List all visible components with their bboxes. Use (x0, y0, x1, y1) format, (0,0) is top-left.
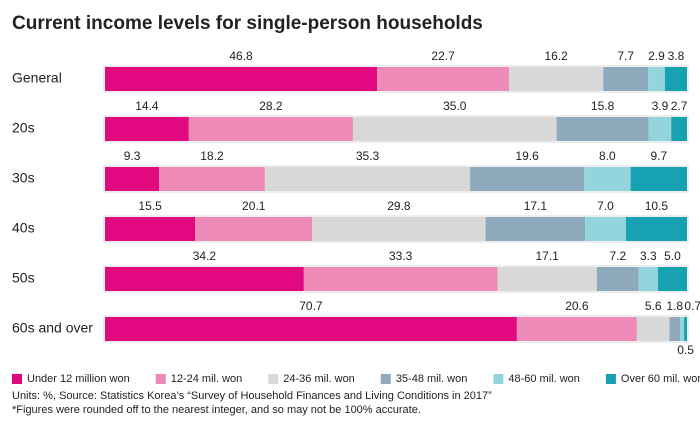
value-label: 33.3 (389, 249, 413, 263)
bar-segment (648, 67, 665, 91)
bar-segment (556, 117, 649, 141)
legend-swatch (493, 374, 504, 384)
bar-segment (105, 317, 517, 341)
value-label: 46.8 (229, 49, 253, 63)
value-label: 18.2 (200, 149, 224, 163)
value-label: 35.0 (443, 99, 467, 113)
value-label: 2.9 (648, 49, 665, 63)
bar-segment (584, 167, 631, 191)
category-label: 40s (12, 220, 35, 236)
legend-swatch (155, 374, 166, 384)
value-label: 16.2 (545, 49, 569, 63)
legend-swatch (12, 374, 22, 384)
legend-swatch (268, 374, 279, 384)
chart-title: Current income levels for single-person … (12, 13, 483, 34)
value-label: 5.0 (664, 249, 681, 263)
value-label: 35.3 (356, 149, 380, 163)
bar-segment (636, 317, 670, 341)
bar-segment (312, 217, 486, 241)
bar-segment (497, 267, 597, 291)
value-label: 7.7 (617, 49, 634, 63)
value-label: 70.7 (299, 299, 323, 313)
value-label: 15.5 (138, 199, 162, 213)
bar-segment (188, 117, 353, 141)
value-label: 3.8 (668, 49, 685, 63)
bar-segment (105, 117, 189, 141)
category-label: 30s (12, 170, 35, 186)
bar-segment (516, 317, 637, 341)
value-label: 20.1 (242, 199, 266, 213)
note: *Figures were rounded off to the nearest… (12, 404, 421, 416)
value-label: 19.6 (515, 149, 539, 163)
bar-segment (105, 217, 196, 241)
value-label: 10.5 (645, 199, 669, 213)
bar-segment (603, 67, 649, 91)
bar-segment (105, 67, 378, 91)
value-label: 0.7 (684, 299, 700, 313)
bar-segment (470, 167, 585, 191)
category-label: 60s and over (12, 320, 93, 336)
category-label: General (12, 70, 62, 86)
bar-segment (625, 217, 687, 241)
bar-segment (630, 167, 687, 191)
bar-segment (195, 217, 313, 241)
value-label: 0.5 (677, 343, 694, 357)
bar-segment (648, 117, 672, 141)
category-label: 20s (12, 120, 35, 136)
bar-segment (264, 167, 471, 191)
value-label: 1.8 (666, 299, 683, 313)
bar-segment (585, 217, 626, 241)
value-label: 20.6 (565, 299, 589, 313)
value-label: 17.1 (535, 249, 559, 263)
bar-segment (638, 267, 658, 291)
value-label: 9.7 (650, 149, 667, 163)
bar-segment (105, 267, 304, 291)
value-label: 14.4 (135, 99, 159, 113)
bar-segment (664, 67, 687, 91)
value-label: 17.1 (524, 199, 548, 213)
bar-segment (105, 167, 160, 191)
value-label: 7.2 (609, 249, 626, 263)
value-label: 28.2 (259, 99, 283, 113)
value-label: 7.0 (597, 199, 614, 213)
bar-segment (680, 317, 685, 341)
value-label: 5.6 (645, 299, 662, 313)
bar-segment (303, 267, 498, 291)
legend-swatch (605, 374, 616, 384)
bar-segment (657, 267, 687, 291)
legend-label: 48-60 mil. won (508, 373, 580, 385)
value-label: 15.8 (591, 99, 615, 113)
bar-segment (509, 67, 604, 91)
legend-label: 35-48 mil. won (396, 373, 468, 385)
bar-segment (671, 117, 687, 141)
value-label: 29.8 (387, 199, 411, 213)
value-label: 3.9 (652, 99, 669, 113)
bar-segment (684, 317, 687, 341)
value-label: 8.0 (599, 149, 616, 163)
bar-segment (159, 167, 265, 191)
legend-swatch (380, 374, 391, 384)
note: Units: %, Source: Statistics Korea’s “Su… (12, 390, 492, 402)
legend-label: 12-24 mil. won (171, 373, 243, 385)
value-label: 2.7 (671, 99, 688, 113)
legend-label: 24-36 mil. won (283, 373, 355, 385)
value-label: 9.3 (124, 149, 141, 163)
category-label: 50s (12, 270, 35, 286)
bar-segment (596, 267, 639, 291)
bar-segment (669, 317, 681, 341)
bar-segment (352, 117, 557, 141)
value-label: 22.7 (431, 49, 455, 63)
bar-segment (485, 217, 586, 241)
legend-label: Over 60 mil. won (621, 373, 700, 385)
value-label: 3.3 (640, 249, 657, 263)
bar-segment (377, 67, 510, 91)
value-label: 34.2 (193, 249, 217, 263)
legend-label: Under 12 million won (27, 373, 130, 385)
